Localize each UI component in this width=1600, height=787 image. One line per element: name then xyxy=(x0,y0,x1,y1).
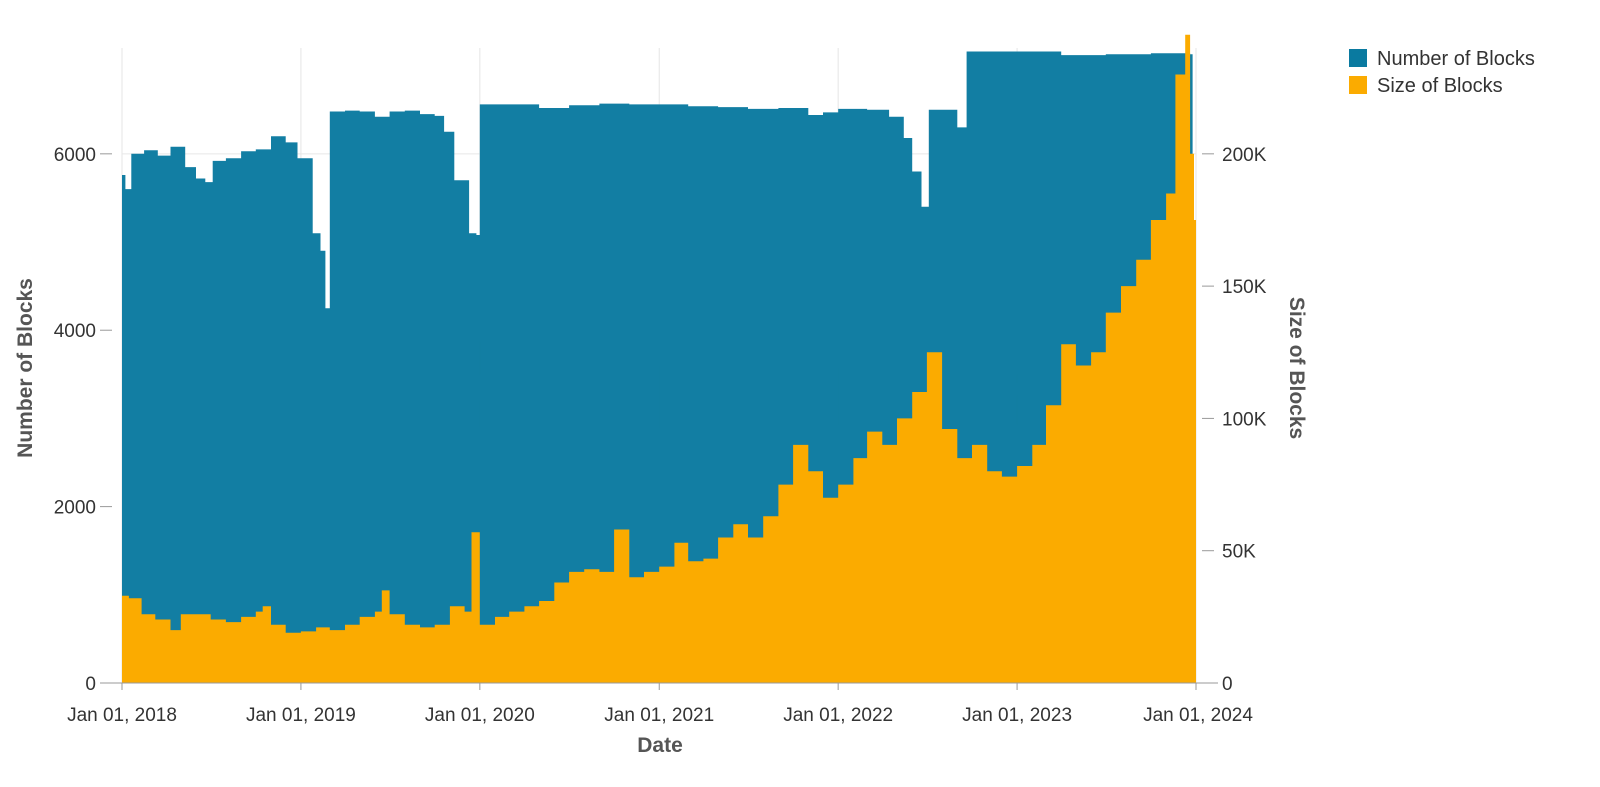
y-left-tick-label: 2000 xyxy=(54,498,96,519)
x-axis-title: Date xyxy=(637,734,683,757)
x-tick-label: Jan 01, 2022 xyxy=(783,705,893,726)
x-tick-label: Jan 01, 2023 xyxy=(962,705,1072,726)
x-tick-label: Jan 01, 2021 xyxy=(604,705,714,726)
legend: Number of Blocks Size of Blocks xyxy=(1349,48,1535,97)
x-tick-label: Jan 01, 2020 xyxy=(425,705,535,726)
x-tick-label: Jan 01, 2019 xyxy=(246,705,356,726)
y-left-tick-label: 6000 xyxy=(54,145,96,166)
y-left-tick-label: 0 xyxy=(85,674,96,695)
legend-swatch xyxy=(1349,76,1367,94)
legend-label: Number of Blocks xyxy=(1377,48,1535,70)
x-tick-label: Jan 01, 2024 xyxy=(1143,705,1253,726)
series-layer xyxy=(122,34,1196,684)
legend-label: Size of Blocks xyxy=(1377,75,1503,97)
y-left-tick-label: 4000 xyxy=(54,321,96,342)
legend-swatch xyxy=(1349,49,1367,67)
y-right-tick-label: 50K xyxy=(1222,542,1256,563)
y-axis-left-title: Number of Blocks xyxy=(14,278,37,458)
y-right-tick-label: 200K xyxy=(1222,145,1267,166)
y-axis-right-title: Size of Blocks xyxy=(1285,297,1308,439)
y-right-tick-label: 100K xyxy=(1222,409,1267,430)
y-right-tick-label: 150K xyxy=(1222,277,1267,298)
x-tick-label: Jan 01, 2018 xyxy=(67,705,177,726)
y-right-tick-label: 0 xyxy=(1222,674,1233,695)
series-area-size-of-blocks xyxy=(122,34,1196,684)
axes: Jan 01, 2018 Jan 01, 2019 Jan 01, 2020 Jan … xyxy=(54,145,1267,726)
